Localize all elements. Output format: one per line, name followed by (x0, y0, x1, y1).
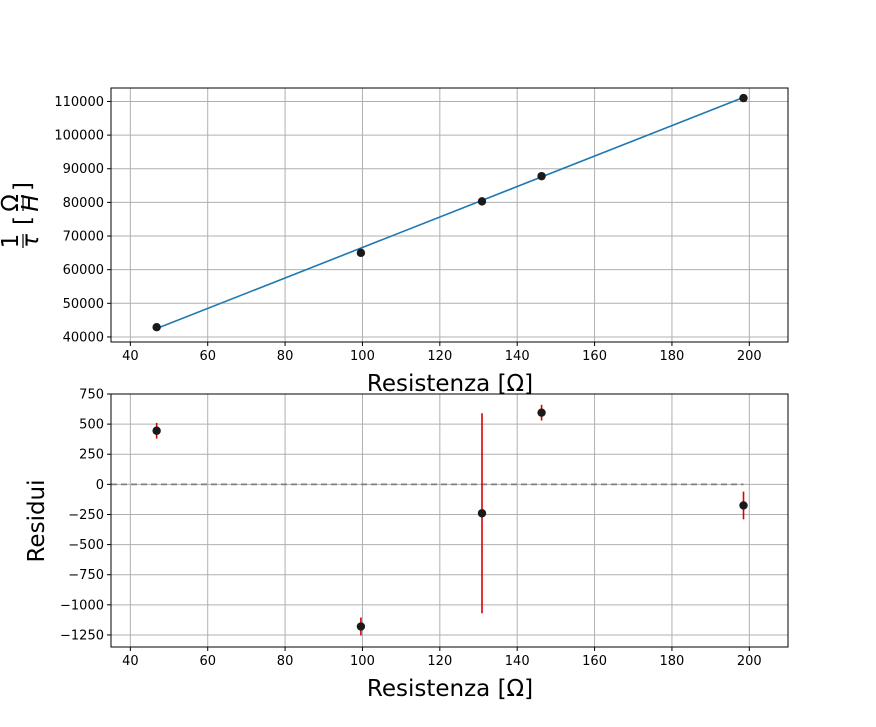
residuals-plot: 40 60 80 100 120 140 160 180 200 −1250 −1000 −750 −5… (60, 388, 789, 669)
top-y-tick-label: 100000 (54, 129, 104, 144)
top-x-tick-label: 80 (277, 349, 294, 364)
top-y-tick-label: 90000 (63, 162, 104, 177)
ylabel-bracket-close: ] (10, 182, 36, 191)
residual-point (477, 509, 487, 518)
residual-point (537, 408, 546, 417)
ylabel-num: 1 (0, 234, 24, 249)
bottom-y-tick-label: −250 (68, 508, 104, 523)
bottom-y-tick-label: 500 (79, 418, 104, 433)
data-point (477, 197, 487, 206)
bottom-x-tick-label: 160 (582, 654, 607, 669)
ylabel-unit-num: Ω (0, 194, 24, 212)
bottom-y-tick-label: −500 (68, 538, 104, 553)
bottom-x-tick-label: 180 (660, 654, 685, 669)
ylabel-unit-den: H (18, 194, 44, 211)
top-y-tick-label: 110000 (54, 95, 104, 110)
bottom-x-tick-label: 80 (277, 654, 294, 669)
bottom-x-tick-label: 200 (737, 654, 762, 669)
top-x-tick-label: 200 (737, 349, 762, 364)
bottom-x-tick-label: 100 (350, 654, 375, 669)
data-point (152, 322, 161, 332)
bottom-y-tick-label: −1250 (60, 628, 104, 643)
data-point (537, 171, 546, 181)
bottom-y-tick-label: −750 (68, 568, 104, 583)
top-y-axis-title: 1 τ [ Ω H ] (0, 182, 44, 248)
ylabel-den: τ (18, 234, 44, 248)
top-x-tick-label: 60 (199, 349, 216, 364)
top-y-tick-label: 70000 (63, 230, 104, 245)
bottom-x-tick-label: 140 (505, 654, 530, 669)
top-x-tick-label: 120 (427, 349, 452, 364)
bottom-y-tick-label: 750 (79, 388, 104, 403)
bottom-y-axis-title: Residui (24, 479, 50, 562)
top-plot-frame (110, 87, 789, 343)
residual-point (739, 501, 748, 510)
fit-line (156, 96, 744, 330)
bottom-x-tick-label: 120 (427, 654, 452, 669)
bottom-x-tick-label: 60 (199, 654, 216, 669)
ylabel-bracket-open: [ (10, 216, 36, 225)
top-x-axis-title: Resistenza [Ω] (367, 371, 533, 397)
bottom-plot-frame (110, 393, 789, 648)
bottom-y-tick-label: 0 (96, 478, 104, 493)
top-y-tick-label: 50000 (63, 297, 104, 312)
top-y-tick-label: 40000 (63, 330, 104, 345)
bottom-y-tick-label: 250 (79, 448, 104, 463)
bottom-x-tick-label: 40 (122, 654, 139, 669)
residual-point (356, 622, 366, 631)
bottom-x-axis-title: Resistenza [Ω] (367, 676, 533, 702)
top-y-tick-label: 60000 (63, 263, 104, 278)
top-x-tick-label: 40 (122, 349, 139, 364)
residual-point (152, 426, 161, 435)
data-point (739, 93, 748, 103)
top-x-tick-label: 180 (660, 349, 685, 364)
top-x-tick-label: 140 (505, 349, 530, 364)
top-y-tick-label: 80000 (63, 196, 104, 211)
top-x-tick-label: 100 (350, 349, 375, 364)
main-plot: 40 60 80 100 120 140 160 180 200 40000 50000 60000 7… (54, 87, 789, 364)
data-point (356, 248, 366, 258)
bottom-y-tick-label: −1000 (60, 598, 104, 613)
top-x-tick-label: 160 (582, 349, 607, 364)
